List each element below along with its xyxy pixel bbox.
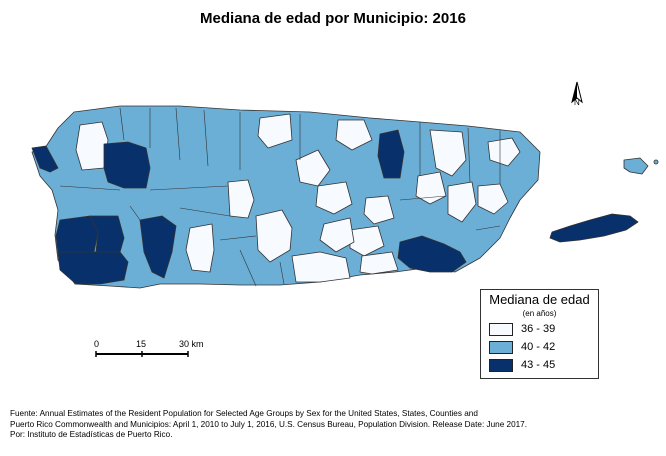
municipio-east-light-3 xyxy=(447,181,477,223)
legend-swatch-1 xyxy=(489,322,513,336)
municipio-east-light-1 xyxy=(429,129,467,177)
scale-bar xyxy=(95,351,189,357)
municipio-east-light-5 xyxy=(477,183,509,215)
municipio-central-light-2 xyxy=(227,179,255,219)
municipio-se-dark xyxy=(397,235,467,273)
legend-item-3: 43 - 45 xyxy=(489,358,555,372)
culebra-island xyxy=(623,157,649,175)
municipio-central-light-9 xyxy=(349,225,385,257)
municipio-central-light-6 xyxy=(295,149,331,187)
legend-item-1: 36 - 39 xyxy=(489,322,555,336)
legend-swatch-2 xyxy=(489,340,513,354)
municipio-central-light-4 xyxy=(291,251,351,283)
municipio-north-dark xyxy=(377,129,405,179)
north-label: N xyxy=(574,98,580,107)
source-line-2: Puerto Rico Commonwealth and Municipios:… xyxy=(10,419,528,429)
municipio-sw-dark-1 xyxy=(55,215,99,257)
municipio-central-light-8 xyxy=(335,119,373,151)
municipio-east-light-2 xyxy=(415,171,447,205)
legend-title: Mediana de edad xyxy=(489,292,590,307)
map-title: Mediana de edad por Municipio: 2016 xyxy=(200,10,466,27)
municipio-central-light-12 xyxy=(363,195,395,225)
municipio-dark-nw xyxy=(103,141,151,189)
legend-label-3: 43 - 45 xyxy=(521,359,556,371)
municipio-central-light-10 xyxy=(359,251,399,275)
legend-item-2: 40 - 42 xyxy=(489,340,555,354)
legend-label-1: 36 - 39 xyxy=(521,323,556,335)
source-note: Fuente: Annual Estimates of the Resident… xyxy=(10,409,660,441)
source-line-1: Fuente: Annual Estimates of the Resident… xyxy=(10,409,478,418)
municipio-sw-dark-4 xyxy=(139,215,177,279)
scale-label-30: 30 km xyxy=(179,339,204,349)
municipio-central-light-11 xyxy=(319,217,355,253)
vieques-island xyxy=(549,213,639,243)
legend-swatch-3 xyxy=(489,358,513,372)
municipio-central-light-3 xyxy=(255,209,293,263)
north-arrow-icon xyxy=(571,81,583,104)
scale-label-0: 0 xyxy=(94,339,100,349)
scale-label-15: 15 xyxy=(136,339,147,349)
municipio-nw-light xyxy=(75,121,109,171)
legend: Mediana de edad (en años) 36 - 39 40 - 4… xyxy=(480,289,599,379)
municipio-central-light-1 xyxy=(185,223,215,273)
municipio-central-light-5 xyxy=(257,113,293,149)
culebra-islet xyxy=(653,159,659,165)
municipio-central-light-7 xyxy=(315,181,353,215)
legend-subtitle: (en años) xyxy=(522,309,557,318)
source-line-3: Por: Instituto de Estadísticas de Puerto… xyxy=(10,430,173,439)
municipio-east-light-4 xyxy=(487,137,521,167)
municipio-west-dark xyxy=(31,145,59,173)
municipio-sw-dark-3 xyxy=(57,251,129,285)
legend-label-2: 40 - 42 xyxy=(521,341,556,353)
